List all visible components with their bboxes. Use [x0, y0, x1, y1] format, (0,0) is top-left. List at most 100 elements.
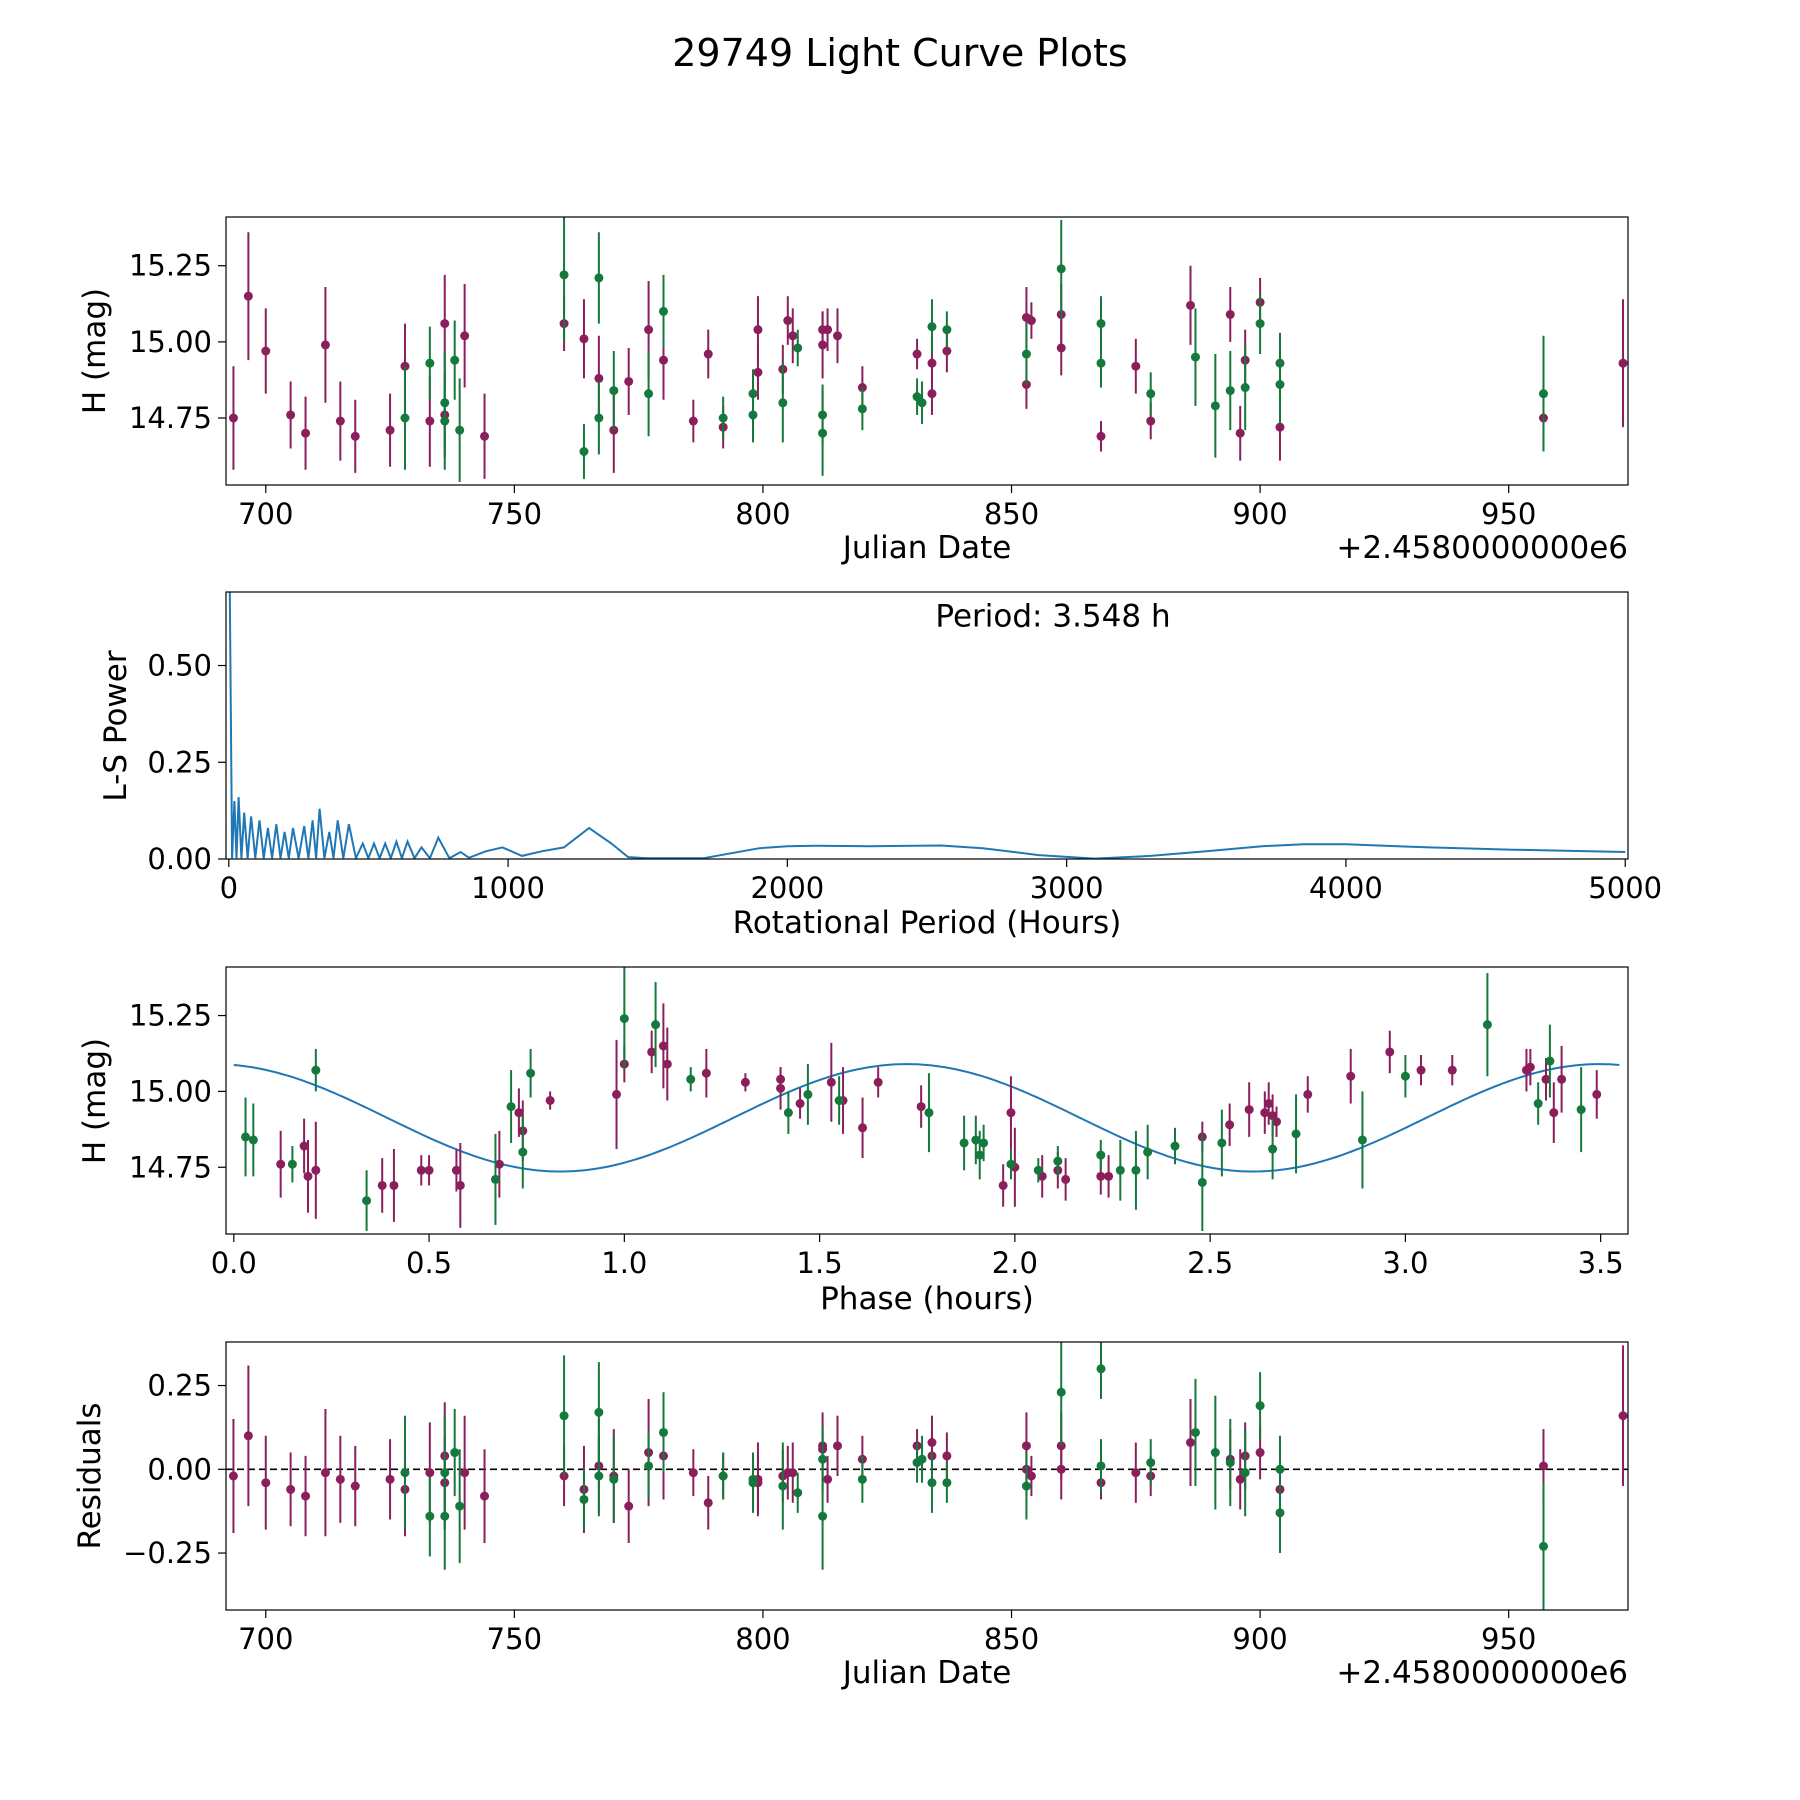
data-point — [1185, 1438, 1195, 1447]
data-point — [455, 1501, 465, 1511]
data-point — [1170, 1141, 1180, 1151]
data-point — [287, 1159, 297, 1169]
x-tick-label: 850 — [984, 497, 1039, 531]
y-tick-label: 14.75 — [129, 1150, 212, 1184]
data-point — [460, 1468, 470, 1478]
x-tick-label: 1.0 — [601, 1246, 647, 1280]
x-tick-label: 4000 — [1309, 871, 1383, 905]
panel-3-marks — [233, 967, 1620, 1231]
data-point — [261, 346, 271, 356]
data-point — [1143, 1147, 1153, 1157]
data-point — [1291, 1129, 1301, 1139]
data-point — [425, 358, 435, 368]
data-point — [971, 1135, 981, 1145]
data-point — [1400, 1071, 1410, 1081]
data-point — [276, 1159, 286, 1169]
panel-2-ticks: 0 1000 2000 3000 4000 5000 0.00 0.25 0.50 — [147, 649, 1662, 905]
data-point — [1385, 1047, 1395, 1057]
data-point — [303, 1171, 313, 1181]
data-point — [518, 1147, 528, 1157]
data-point — [1225, 386, 1235, 396]
data-point — [450, 355, 460, 365]
data-point — [362, 1196, 372, 1206]
y-tick-label: −0.25 — [123, 1536, 212, 1570]
data-point — [609, 1474, 619, 1484]
data-point — [703, 349, 713, 359]
data-point — [857, 404, 867, 414]
x-tick-label: 950 — [1481, 497, 1536, 531]
panel-plot-area — [226, 1342, 1628, 1610]
data-point — [424, 1165, 434, 1175]
data-point — [286, 1484, 296, 1494]
data-point — [400, 413, 410, 423]
data-point — [959, 1138, 969, 1148]
data-point — [594, 373, 604, 383]
data-point — [1026, 1471, 1036, 1481]
data-point — [823, 325, 833, 335]
data-point — [440, 1511, 450, 1521]
data-point — [335, 1474, 345, 1484]
data-point — [1096, 1461, 1106, 1471]
data-point — [320, 340, 330, 350]
data-point — [858, 1123, 868, 1133]
x-tick-label: 3000 — [1030, 871, 1104, 905]
x-tick-label: 750 — [487, 1622, 542, 1656]
x-tick-label: 1.5 — [797, 1246, 843, 1280]
data-point — [451, 1165, 461, 1175]
panel-1-x-axis-label: Julian Date — [841, 530, 1012, 566]
data-point — [818, 1511, 828, 1521]
data-point — [416, 1165, 426, 1175]
data-point — [514, 1108, 524, 1118]
data-point — [659, 306, 669, 316]
data-point — [1210, 401, 1220, 411]
data-point — [480, 431, 490, 441]
panel-1-offset-label: +2.4580000000e6 — [1336, 530, 1628, 566]
data-point — [1061, 1174, 1071, 1184]
data-point — [912, 392, 922, 402]
data-point — [788, 1468, 798, 1478]
data-point — [998, 1180, 1008, 1190]
data-point — [579, 447, 589, 456]
data-point — [833, 1441, 843, 1451]
data-point — [1146, 389, 1156, 399]
data-point — [1146, 416, 1156, 426]
panel-4-offset-label: +2.4580000000e6 — [1336, 1655, 1628, 1691]
data-point — [299, 1141, 309, 1151]
data-point — [1056, 1464, 1066, 1474]
data-point — [927, 322, 937, 332]
data-point — [753, 325, 763, 335]
data-point — [1210, 1448, 1220, 1458]
panel-4-marks — [226, 1342, 1628, 1610]
data-point — [1235, 1474, 1245, 1484]
data-point — [1541, 1074, 1551, 1084]
data-point — [594, 1471, 604, 1481]
data-point — [559, 270, 569, 280]
data-point — [942, 1478, 952, 1488]
data-point — [803, 1089, 813, 1099]
data-point — [1545, 1056, 1555, 1066]
data-point — [1056, 343, 1066, 353]
panel-3-y-axis-label: H (mag) — [77, 1038, 113, 1164]
data-point — [1255, 1448, 1265, 1458]
data-point — [688, 416, 698, 426]
y-tick-label: 15.00 — [129, 1074, 212, 1108]
panel-2-x-axis-label: Rotational Period (Hours) — [733, 905, 1122, 941]
data-point — [228, 1471, 238, 1481]
data-point — [1131, 361, 1141, 371]
data-point — [450, 1448, 460, 1458]
x-tick-label: 800 — [735, 1622, 790, 1656]
data-point — [1346, 1071, 1356, 1081]
series-night-A — [228, 232, 1628, 479]
data-point — [1096, 431, 1106, 441]
data-point — [1576, 1105, 1586, 1115]
data-point — [924, 1108, 934, 1118]
data-point — [425, 416, 435, 426]
data-point — [1096, 319, 1106, 329]
figure-title: 29749 Light Curve Plots — [672, 31, 1127, 75]
panel-4-axes-frame — [225, 1341, 1629, 1611]
data-point — [320, 1468, 330, 1478]
data-point — [559, 1411, 569, 1421]
data-point — [793, 343, 803, 353]
y-tick-label: 0.25 — [147, 1369, 212, 1403]
data-point — [783, 316, 793, 326]
